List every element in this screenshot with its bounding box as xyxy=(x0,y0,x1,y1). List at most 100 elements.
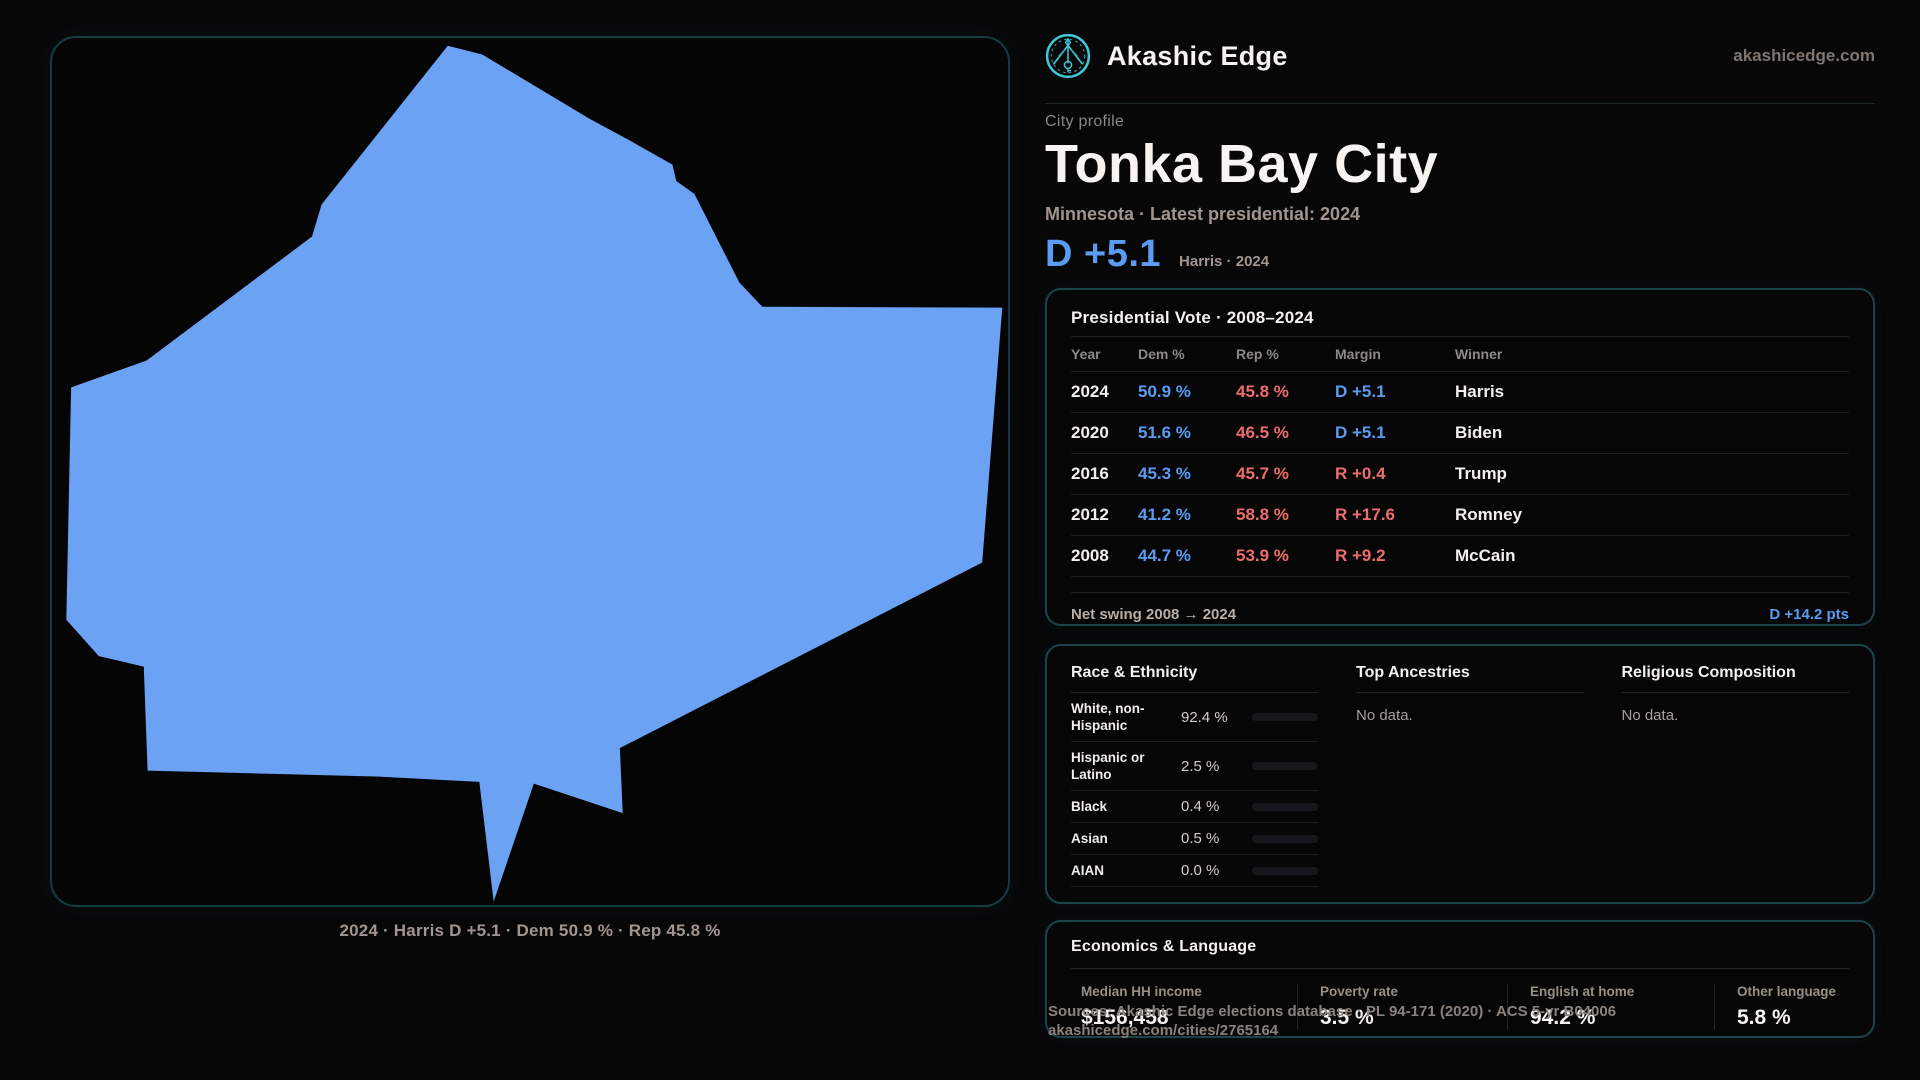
winner-cell: Harris xyxy=(1455,382,1505,401)
vote-table-body: 2024 50.9 % 45.8 % D +5.1 Harris 2020 51.6 % 46… xyxy=(1071,372,1849,577)
race-value: 0.4 % xyxy=(1181,798,1220,815)
ancestries-no-data: No data. xyxy=(1356,707,1413,724)
margin-cell: R +9.2 xyxy=(1335,546,1386,565)
header-divider xyxy=(1045,103,1875,104)
race-bar xyxy=(1252,713,1318,721)
economics-stats: Median HH income $156,458 Poverty rate 3.5 … xyxy=(1071,984,1849,1030)
akashic-edge-logo-icon xyxy=(1045,33,1091,79)
race-bar xyxy=(1252,762,1318,770)
presidential-vote-card: Presidential Vote · 2008–2024 Year Dem %… xyxy=(1045,288,1875,626)
race-row: AIAN 0.0 % xyxy=(1071,855,1318,887)
dem-pct-cell: 41.2 % xyxy=(1138,505,1191,524)
footer: Sources: Akashic Edge elections database… xyxy=(1048,1002,1616,1040)
race-bar xyxy=(1252,834,1318,843)
year-cell: 2024 xyxy=(1071,382,1109,401)
city-map-panel xyxy=(50,36,1010,907)
stat-value: 94.2 % xyxy=(1530,1006,1596,1029)
winner-cell: McCain xyxy=(1455,546,1516,565)
economics-stat: Poverty rate 3.5 % xyxy=(1297,984,1507,1030)
year-cell: 2016 xyxy=(1071,464,1109,483)
top-ancestries-section: Top Ancestries No data. xyxy=(1356,664,1584,887)
top-ancestries-title: Top Ancestries xyxy=(1356,664,1584,693)
race-value: 0.5 % xyxy=(1181,830,1220,847)
economics-stat: Median HH income $156,458 xyxy=(1071,984,1297,1030)
brand-domain-link[interactable]: akashicedge.com xyxy=(1733,46,1875,65)
year-cell: 2020 xyxy=(1071,423,1109,442)
dem-pct-cell: 44.7 % xyxy=(1138,546,1191,565)
col-year: Year xyxy=(1071,346,1101,362)
brand-name: Akashic Edge xyxy=(1107,40,1288,71)
race-bar xyxy=(1252,802,1318,811)
dem-pct-cell: 50.9 % xyxy=(1138,382,1191,401)
race-label: White, non-Hispanic xyxy=(1071,701,1145,733)
margin-cell: D +5.1 xyxy=(1335,382,1386,401)
stat-label: Poverty rate xyxy=(1320,984,1399,999)
kicker: City profile xyxy=(1045,113,1125,130)
demographics-card: Race & Ethnicity White, non-Hispanic 92.4… xyxy=(1045,644,1875,904)
stat-label: Median HH income xyxy=(1081,984,1202,999)
dem-pct-cell: 45.3 % xyxy=(1138,464,1191,483)
race-label: Black xyxy=(1071,799,1108,814)
stat-value: 3.5 % xyxy=(1320,1006,1374,1029)
stat-label: English at home xyxy=(1530,984,1635,999)
race-ethnicity-section: Race & Ethnicity White, non-Hispanic 92.4… xyxy=(1071,664,1318,887)
rep-pct-cell: 45.7 % xyxy=(1236,464,1289,483)
race-ethnicity-title: Race & Ethnicity xyxy=(1071,664,1318,693)
race-row: Black 0.4 % xyxy=(1071,791,1318,823)
profile-panel: Akashic Edge akashicedge.com City profil… xyxy=(1045,0,1875,1038)
economics-divider xyxy=(1071,968,1849,969)
race-ethnicity-list: White, non-Hispanic 92.4 % Hispanic or Lat… xyxy=(1071,693,1318,887)
stat-value: 5.8 % xyxy=(1737,1006,1791,1029)
dem-pct-cell: 51.6 % xyxy=(1138,423,1191,442)
race-label: AIAN xyxy=(1071,863,1104,878)
winner-cell: Trump xyxy=(1455,464,1507,483)
permalink-link[interactable]: akashicedge.com/cities/2765164 xyxy=(1048,1022,1279,1039)
margin-cell: R +17.6 xyxy=(1335,505,1396,524)
col-winner: Winner xyxy=(1455,346,1503,362)
net-swing-label: Net swing 2008 → 2024 xyxy=(1071,606,1237,623)
winner-cell: Biden xyxy=(1455,423,1503,442)
rep-pct-cell: 58.8 % xyxy=(1236,505,1289,524)
stat-label: Other language xyxy=(1737,984,1837,999)
rep-pct-cell: 46.5 % xyxy=(1236,423,1289,442)
sources-line: Sources: Akashic Edge elections database… xyxy=(1048,1003,1617,1020)
header: Akashic Edge akashicedge.com xyxy=(1045,32,1875,80)
rep-pct-cell: 53.9 % xyxy=(1236,546,1289,565)
vote-table-row: 2012 41.2 % 58.8 % R +17.6 Romney xyxy=(1071,495,1849,536)
vote-card-title: Presidential Vote · 2008–2024 xyxy=(1071,308,1314,327)
race-bar xyxy=(1252,866,1318,875)
economics-card: Economics & Language Median HH income $15… xyxy=(1045,920,1875,1038)
economics-stat: English at home 94.2 % xyxy=(1507,984,1714,1030)
race-value: 0.0 % xyxy=(1181,862,1220,879)
race-row: Asian 0.5 % xyxy=(1071,823,1318,855)
col-margin: Margin xyxy=(1335,346,1381,362)
map-caption: 2024 · Harris D +5.1 · Dem 50.9 % · Rep … xyxy=(339,921,721,940)
net-swing-value: D +14.2 pts xyxy=(1769,606,1849,623)
col-dem: Dem % xyxy=(1138,346,1185,362)
headline-context: Harris · 2024 xyxy=(1179,253,1270,270)
religious-composition-title: Religious Composition xyxy=(1621,664,1849,693)
religious-composition-section: Religious Composition No data. xyxy=(1621,664,1849,887)
page-title: Tonka Bay City xyxy=(1045,134,1439,194)
vote-table-header: Year Dem % Rep % Margin Winner xyxy=(1071,336,1849,372)
religion-no-data: No data. xyxy=(1621,707,1679,724)
col-rep: Rep % xyxy=(1236,346,1279,362)
rep-pct-cell: 45.8 % xyxy=(1236,382,1289,401)
net-swing-row: Net swing 2008 → 2024 D +14.2 pts xyxy=(1071,592,1849,623)
economics-stat: Other language 5.8 % xyxy=(1714,984,1849,1030)
race-row: White, non-Hispanic 92.4 % xyxy=(1071,693,1318,742)
winner-cell: Romney xyxy=(1455,505,1523,524)
year-cell: 2008 xyxy=(1071,546,1109,565)
race-label: Asian xyxy=(1071,831,1108,846)
vote-table-row: 2008 44.7 % 53.9 % R +9.2 McCain xyxy=(1071,536,1849,577)
economics-title: Economics & Language xyxy=(1071,938,1257,955)
year-cell: 2012 xyxy=(1071,505,1109,524)
vote-table-row: 2016 45.3 % 45.7 % R +0.4 Trump xyxy=(1071,454,1849,495)
race-label: Hispanic or Latino xyxy=(1071,750,1145,782)
stat-value: $156,458 xyxy=(1081,1006,1169,1029)
headline-margin: D +5.1 xyxy=(1045,233,1162,275)
race-value: 2.5 % xyxy=(1181,757,1220,775)
race-value: 92.4 % xyxy=(1181,708,1228,726)
city-boundary-map xyxy=(66,45,1003,902)
vote-table-row: 2024 50.9 % 45.8 % D +5.1 Harris xyxy=(1071,372,1849,413)
